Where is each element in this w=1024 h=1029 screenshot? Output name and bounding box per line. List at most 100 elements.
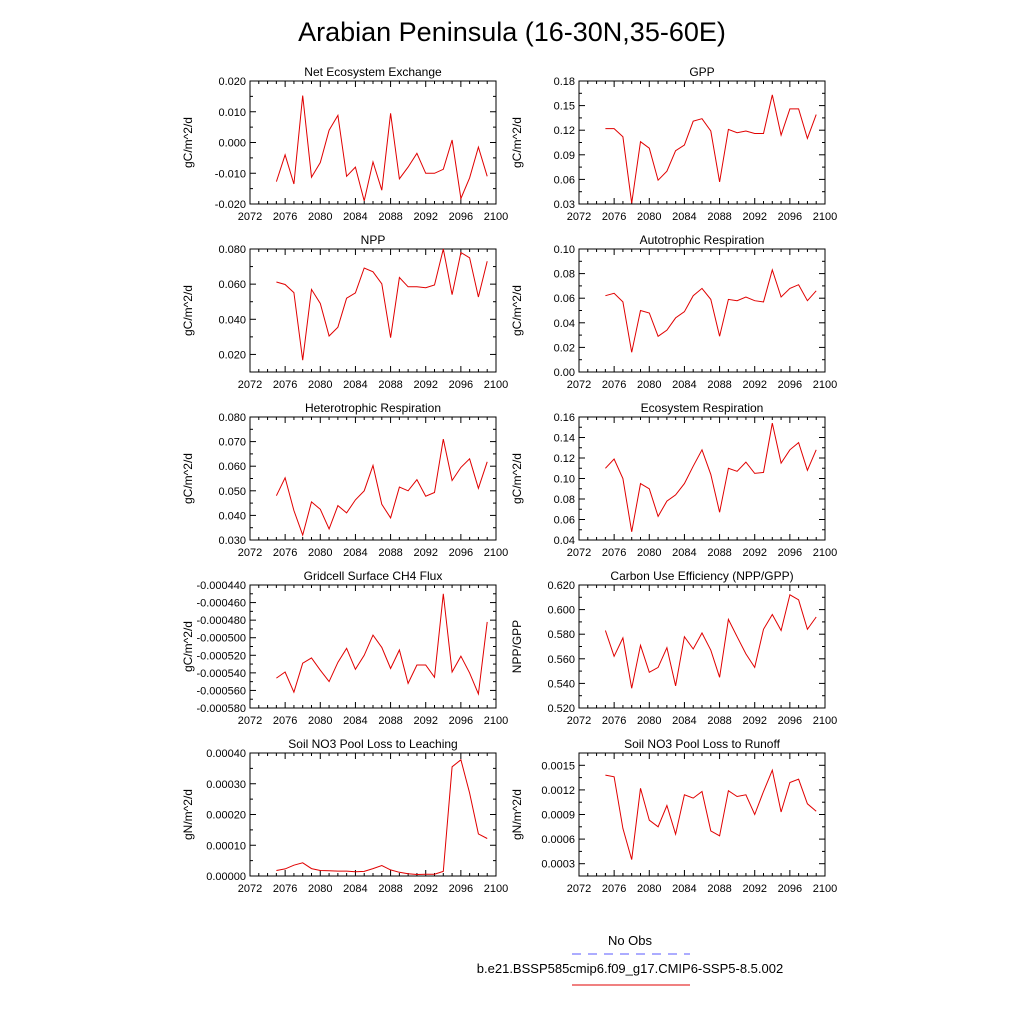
chart-title: Carbon Use Efficiency (NPP/GPP) [610,569,793,583]
x-tick-label: 2088 [378,547,402,559]
x-tick-label: 2084 [672,379,696,391]
series-line [276,758,488,876]
y-tick-label: -0.000480 [196,615,246,627]
x-tick-label: 2084 [343,715,367,727]
y-tick-label: 0.0006 [541,834,575,846]
x-tick-label: 2080 [308,379,332,391]
y-tick-label: 0.09 [554,150,575,162]
x-tick-label: 2100 [813,547,837,559]
x-tick-label: 2092 [742,883,766,895]
plot-frame [249,248,497,373]
y-tick-label: 0.10 [554,244,575,256]
x-tick-label: 2092 [742,547,766,559]
y-axis-label: gN/m^2/d [181,789,195,840]
x-tick-label: 2100 [813,379,837,391]
x-tick-label: 2092 [742,211,766,223]
x-tick-label: 2088 [378,379,402,391]
y-tick-label: 0.18 [554,76,575,88]
plot-frame [578,80,826,205]
legend-obs-label: No Obs [608,933,653,948]
plot-frame [578,752,826,877]
chart-title: GPP [689,65,714,79]
legend: No Obs b.e21.BSSP585cmip6.f09_g17.CMIP6-… [477,933,783,986]
y-tick-label: 0.560 [547,654,575,666]
x-tick-label: 2080 [637,211,661,223]
x-tick-label: 2092 [413,379,437,391]
y-tick-label: 0.060 [218,461,246,473]
y-tick-label: -0.010 [215,168,246,180]
x-tick-label: 2088 [378,883,402,895]
x-tick-label: 2088 [707,211,731,223]
y-axis-label: gC/m^2/d [510,117,524,168]
x-tick-label: 2072 [567,715,591,727]
x-tick-label: 2092 [413,883,437,895]
series-line [276,248,488,361]
chart-panel-3: NPP gC/m^2/d 2072 2076 2080 2084 2088 2092 2096 2… [181,233,508,391]
x-tick-label: 2100 [484,211,508,223]
x-tick-label: 2076 [602,883,626,895]
x-tick-label: 2100 [813,883,837,895]
x-tick-label: 2072 [567,211,591,223]
y-tick-label: 0.0015 [541,760,575,772]
x-tick-label: 2076 [273,379,297,391]
y-tick-label: 0.12 [554,125,575,137]
y-tick-label: 0.080 [218,244,246,256]
x-tick-label: 2092 [413,715,437,727]
y-tick-label: -0.000440 [196,580,246,592]
y-axis-label: gC/m^2/d [181,621,195,672]
y-tick-label: 0.15 [554,101,575,113]
x-tick-label: 2088 [378,715,402,727]
y-tick-label: 0.00000 [206,871,246,883]
y-tick-label: 0.040 [218,510,246,522]
y-tick-label: -0.000520 [196,650,246,662]
y-tick-label: 0.0003 [541,859,575,871]
chart-panel-4: Autotrophic Respiration gC/m^2/d 2072 2076 2… [510,233,837,391]
chart-panel-6: Ecosystem Respiration gC/m^2/d 2072 2076 208… [510,401,837,559]
x-tick-label: 2080 [308,547,332,559]
y-tick-label: 0.00 [554,367,575,379]
plot-frame [578,416,826,541]
x-tick-label: 2072 [238,883,262,895]
legend-model-label: b.e21.BSSP585cmip6.f09_g17.CMIP6-SSP5-8.… [477,961,783,976]
y-tick-label: 0.020 [218,76,246,88]
x-tick-label: 2080 [637,547,661,559]
x-tick-label: 2076 [273,715,297,727]
y-tick-label: 0.06 [554,293,575,305]
x-tick-label: 2088 [378,211,402,223]
y-tick-label: -0.000500 [196,633,246,645]
y-tick-label: 0.580 [547,629,575,641]
chart-panel-8: Carbon Use Efficiency (NPP/GPP) NPP/GPP 20… [510,569,837,727]
x-tick-label: 2100 [484,883,508,895]
x-tick-label: 2096 [778,883,802,895]
y-tick-label: 0.000 [218,138,246,150]
y-tick-label: 0.16 [554,412,575,424]
x-tick-label: 2100 [813,715,837,727]
y-axis-label: gC/m^2/d [181,453,195,504]
x-tick-label: 2100 [813,211,837,223]
x-tick-label: 2072 [567,883,591,895]
x-tick-label: 2072 [238,211,262,223]
chart-panel-2: GPP gC/m^2/d 2072 2076 2080 2084 2088 2092 2096 2… [510,65,837,223]
x-tick-label: 2088 [707,883,731,895]
y-tick-label: 0.03 [554,199,575,211]
plot-frame [578,248,826,373]
x-tick-label: 2088 [707,547,731,559]
y-tick-label: 0.08 [554,494,575,506]
y-tick-label: -0.020 [215,199,246,211]
x-tick-label: 2080 [308,883,332,895]
y-tick-label: 0.060 [218,279,246,291]
chart-title: Gridcell Surface CH4 Flux [304,569,443,583]
plot-frame [249,584,497,709]
x-tick-label: 2088 [707,379,731,391]
x-tick-label: 2076 [602,715,626,727]
x-tick-label: 2084 [672,211,696,223]
series-line [605,268,817,353]
series-line [605,422,817,532]
y-tick-label: 0.08 [554,269,575,281]
y-tick-label: 0.600 [547,605,575,617]
chart-title: Ecosystem Respiration [641,401,764,415]
x-tick-label: 2096 [778,211,802,223]
y-tick-label: 0.06 [554,515,575,527]
y-axis-label: gC/m^2/d [510,285,524,336]
